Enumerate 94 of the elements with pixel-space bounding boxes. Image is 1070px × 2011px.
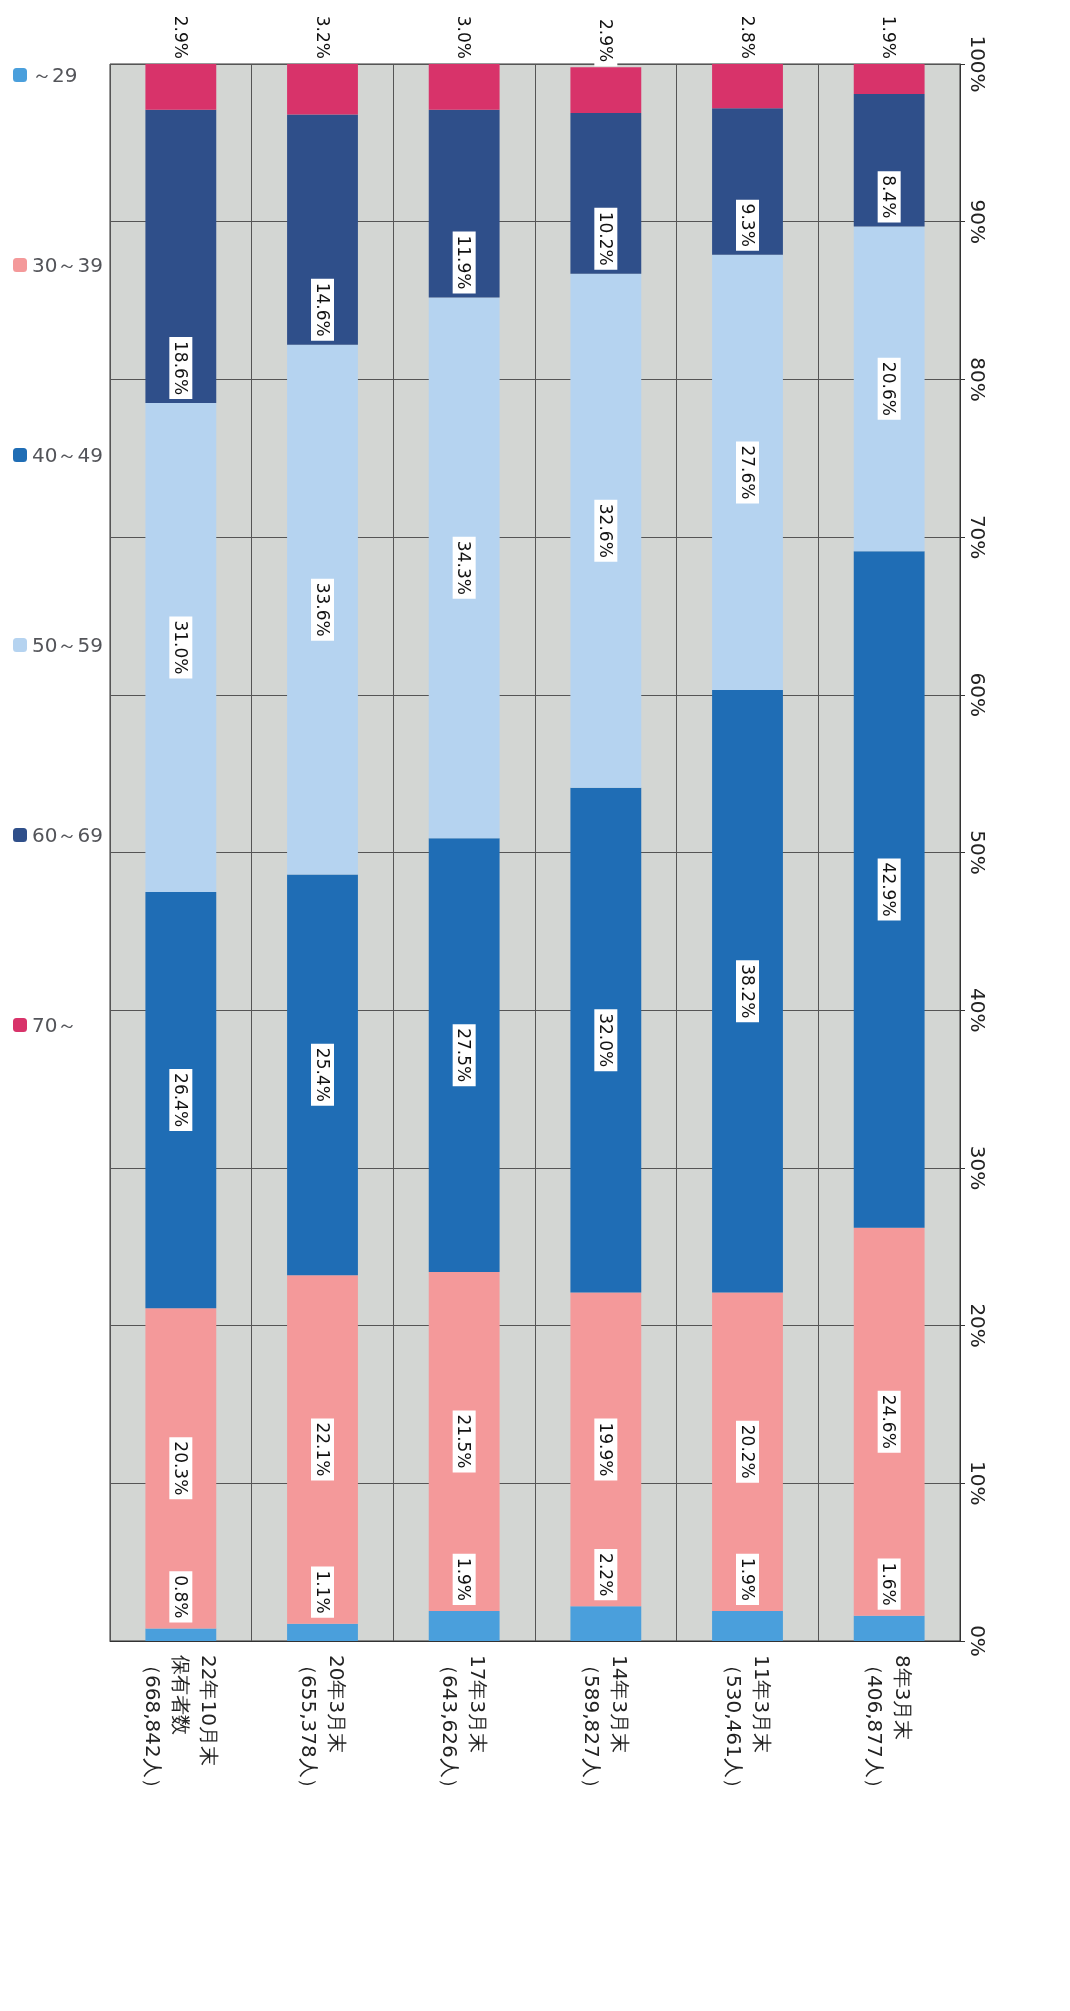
data-label: 11.9% [454,235,475,290]
bar [145,891,217,1309]
bar [712,254,783,691]
data-label: 21.5% [454,1414,475,1469]
data-label: 27.6% [737,445,758,500]
bar [712,1611,783,1641]
bar [428,1271,500,1612]
legend-label: 50～59 [32,633,103,657]
data-label: 2.8% [737,15,758,59]
data-label: 1.9% [879,15,900,59]
data-label: 0.8% [170,1575,191,1619]
bar [145,1628,217,1641]
bar [287,1275,358,1624]
bar [712,690,783,1293]
data-label: 20.3% [170,1441,191,1496]
x-tick-label: 17年3月末（643,626人） [438,1655,491,1798]
x-tick-label: 8年3月末（406,877人） [863,1655,916,1798]
data-label: 34.3% [454,540,475,595]
data-label: 19.9% [595,1422,616,1477]
data-label: 38.2% [737,964,758,1019]
data-label: 25.4% [312,1047,333,1102]
data-label: 20.6% [879,361,900,416]
y-tick-label: 20% [966,1303,990,1348]
data-label: 10.2% [595,211,616,266]
bar [145,64,217,110]
bar [570,273,642,788]
bar [287,344,358,875]
bar [428,64,500,110]
legend-label: 60～69 [32,823,103,847]
data-label: 26.4% [170,1073,191,1128]
bar [853,1615,925,1641]
bar [287,1623,358,1641]
bar [570,787,642,1293]
x-tick-label: 20年3月末（655,378人） [296,1655,349,1798]
data-label: 2.2% [595,1553,616,1597]
bar [428,838,500,1272]
data-label: 20.2% [737,1424,758,1479]
data-label: 31.0% [170,620,191,675]
bar [853,1227,925,1616]
bar [287,64,358,115]
bar [287,874,358,1276]
bar [712,64,783,109]
legend-label: 40～49 [32,443,103,467]
bar [428,109,500,298]
bar [145,1308,217,1629]
data-label: 22.1% [312,1422,333,1477]
data-label: 33.6% [312,582,333,637]
data-label: 2.9% [170,15,191,59]
data-label: 18.6% [170,341,191,396]
bar [287,114,358,345]
y-tick-label: 30% [966,1145,990,1191]
data-label: 3.0% [454,15,475,59]
data-label: 32.6% [595,503,616,558]
bar [570,112,642,274]
data-label: 8.4% [879,175,900,219]
bar [853,226,925,552]
bar [853,64,925,94]
data-label: 2.9% [595,18,616,63]
y-tick-label: 60% [966,672,990,718]
legend-label: ～29 [32,63,78,87]
x-tick-label: 11年3月末（530,461人） [721,1655,774,1798]
data-label: 1.9% [454,1557,475,1602]
data-label: 14.6% [312,282,333,337]
bar [145,403,217,892]
y-tick-label: 90% [966,199,990,244]
data-label: 1.9% [737,1557,758,1602]
bar [570,67,642,113]
y-tick-label: 10% [966,1461,990,1506]
data-label: 1.1% [312,1570,333,1614]
bar [428,297,500,839]
data-label: 9.3% [737,203,758,247]
bar [712,108,783,255]
legend-label: 70～ [32,1013,78,1037]
y-tick-label: 50% [966,830,990,875]
bar [428,1611,500,1641]
data-label: 42.9% [879,862,900,917]
data-label: 24.6% [879,1394,900,1449]
data-label: 32.0% [595,1013,616,1068]
bar [853,551,925,1228]
legend-label: 30～39 [32,253,103,277]
x-tick-label: 14年3月末（589,827人） [579,1655,632,1798]
data-label: 1.6% [879,1562,900,1606]
y-tick-label: 0% [966,1625,990,1657]
bar [145,109,217,404]
y-tick-label: 40% [966,987,990,1033]
y-tick-label: 100% [966,35,990,93]
x-tick-label: 22年10月末保有者数（668,842人） [140,1655,221,1798]
bar [712,1292,783,1612]
data-label: 3.2% [312,15,333,59]
bar [570,1292,642,1607]
y-tick-label: 80% [966,357,990,402]
y-tick-label: 70% [966,514,990,560]
data-label: 27.5% [454,1028,475,1083]
bar [570,1606,642,1641]
